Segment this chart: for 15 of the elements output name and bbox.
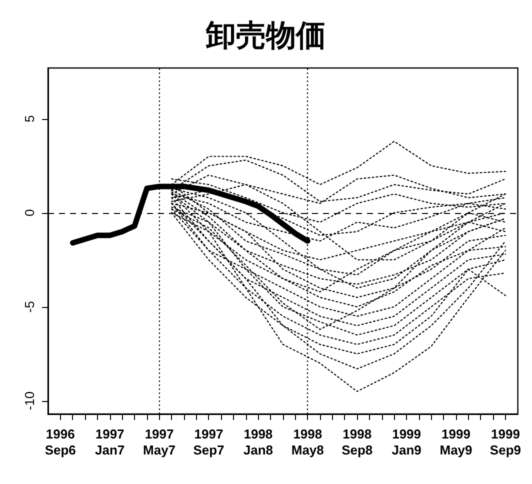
y-tick-label: 5 <box>22 115 37 122</box>
x-tick-label: 1998 Sep8 <box>342 426 373 458</box>
x-tick-label: 1996 Sep6 <box>44 426 76 458</box>
y-tick-label: -5 <box>22 301 37 313</box>
x-tick-label: 1999 Jan9 <box>392 426 422 458</box>
x-tick-label: 1998 May8 <box>291 426 324 458</box>
y-tick-label: -10 <box>22 391 37 410</box>
x-tick-label: 1999 Sep9 <box>490 426 522 458</box>
chart-title: 卸売物価 <box>205 20 326 52</box>
x-tick-label: 1998 Jan8 <box>243 426 274 458</box>
x-tick-label: 1997 May7 <box>143 426 176 458</box>
y-tick-label: 0 <box>22 209 37 216</box>
x-tick-label: 1997 Jan7 <box>95 426 125 458</box>
x-tick-label: 1999 May9 <box>440 426 472 458</box>
x-tick-label: 1997 Sep7 <box>193 426 224 458</box>
